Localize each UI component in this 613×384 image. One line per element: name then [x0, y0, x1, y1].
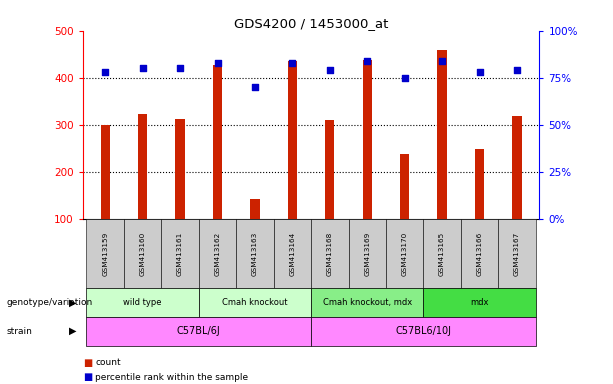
Bar [86, 317, 311, 346]
Bar [498, 219, 536, 288]
Bar [362, 60, 372, 219]
Text: ▶: ▶ [69, 297, 77, 308]
Text: ■: ■ [83, 358, 92, 368]
Text: Cmah knockout, mdx: Cmah knockout, mdx [322, 298, 412, 307]
Text: GSM413167: GSM413167 [514, 231, 520, 276]
Text: Cmah knockout: Cmah knockout [222, 298, 287, 307]
Bar [325, 120, 335, 219]
Text: GSM413169: GSM413169 [364, 231, 370, 276]
Bar [213, 65, 222, 219]
Title: GDS4200 / 1453000_at: GDS4200 / 1453000_at [234, 17, 388, 30]
Text: GSM413160: GSM413160 [140, 231, 146, 276]
Text: GSM413168: GSM413168 [327, 231, 333, 276]
Bar [236, 219, 273, 288]
Bar [161, 219, 199, 288]
Point [213, 60, 223, 66]
Bar [311, 219, 349, 288]
Text: GSM413161: GSM413161 [177, 231, 183, 276]
Text: C57BL6/10J: C57BL6/10J [395, 326, 451, 336]
Bar [400, 154, 409, 219]
Point [250, 84, 260, 90]
Point [512, 67, 522, 73]
Bar [250, 199, 260, 219]
Bar [311, 288, 424, 317]
Text: GSM413166: GSM413166 [476, 231, 482, 276]
Bar [424, 288, 536, 317]
Point [287, 60, 297, 66]
Text: genotype/variation: genotype/variation [6, 298, 93, 307]
Bar [461, 219, 498, 288]
Bar [86, 288, 199, 317]
Text: GSM413162: GSM413162 [215, 231, 221, 276]
Text: percentile rank within the sample: percentile rank within the sample [95, 372, 248, 382]
Point [325, 67, 335, 73]
Text: GSM413164: GSM413164 [289, 231, 295, 276]
Bar [273, 219, 311, 288]
Text: C57BL/6J: C57BL/6J [177, 326, 221, 336]
Bar [101, 125, 110, 219]
Point [101, 69, 110, 75]
Bar [349, 219, 386, 288]
Text: wild type: wild type [123, 298, 162, 307]
Text: ■: ■ [83, 372, 92, 382]
Point [474, 69, 484, 75]
Point [437, 58, 447, 64]
Bar [138, 114, 147, 219]
Bar [199, 288, 311, 317]
Text: GSM413165: GSM413165 [439, 231, 445, 276]
Bar [424, 219, 461, 288]
Text: strain: strain [6, 327, 32, 336]
Text: ▶: ▶ [69, 326, 77, 336]
Bar [124, 219, 161, 288]
Point [138, 65, 148, 71]
Bar [199, 219, 236, 288]
Bar [475, 149, 484, 219]
Bar [287, 61, 297, 219]
Text: GSM413159: GSM413159 [102, 231, 109, 276]
Bar [438, 50, 447, 219]
Text: GSM413170: GSM413170 [402, 231, 408, 276]
Text: count: count [95, 358, 121, 367]
Point [362, 58, 372, 64]
Point [175, 65, 185, 71]
Bar [512, 116, 522, 219]
Point [400, 74, 409, 81]
Bar [386, 219, 424, 288]
Text: GSM413163: GSM413163 [252, 231, 258, 276]
Bar [86, 219, 124, 288]
Text: mdx: mdx [470, 298, 489, 307]
Bar [175, 119, 185, 219]
Bar [311, 317, 536, 346]
